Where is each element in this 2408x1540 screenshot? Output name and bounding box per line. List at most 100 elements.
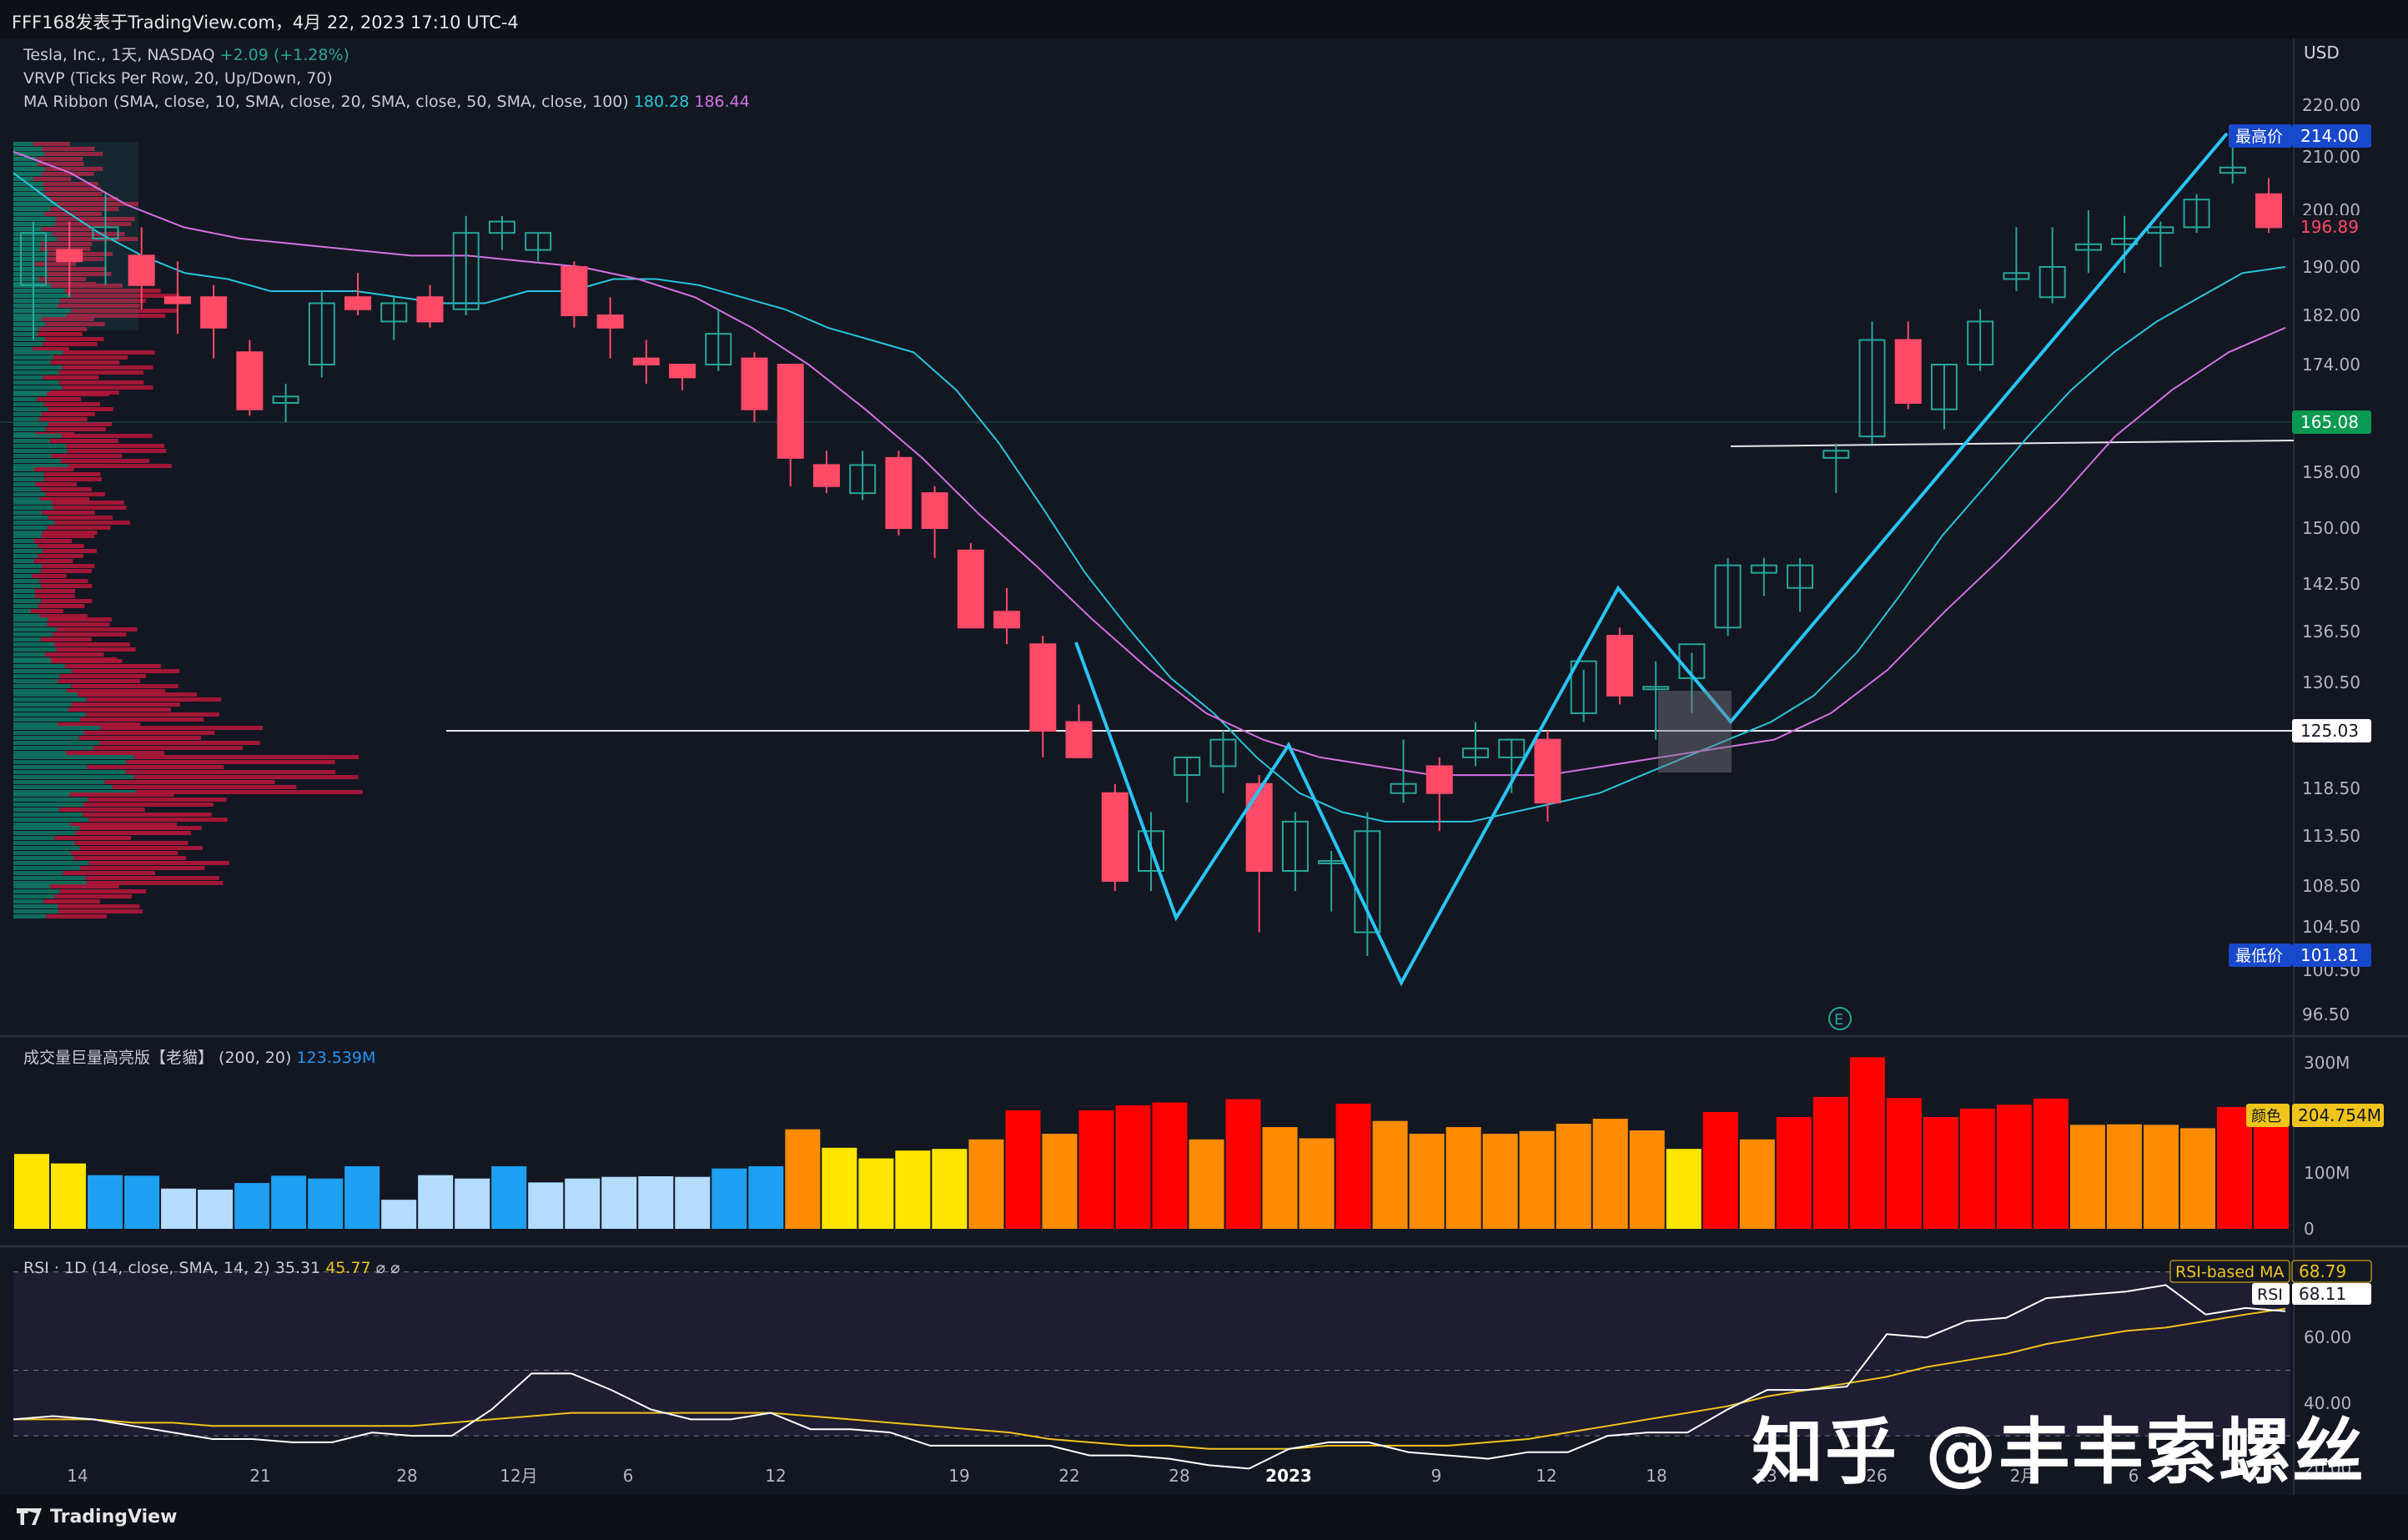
volume-profile-up	[13, 142, 33, 146]
volume-profile-up	[13, 559, 34, 563]
legend-ma-ribbon[interactable]: MA Ribbon (SMA, close, 10, SMA, close, 2…	[23, 90, 750, 113]
volume-bar	[2033, 1098, 2069, 1229]
volume-bar	[785, 1129, 821, 1229]
volume-bar	[2216, 1106, 2252, 1229]
legend-vrvp[interactable]: VRVP (Ticks Per Row, 20, Up/Down, 70)	[23, 69, 333, 88]
volume-profile-down	[42, 564, 95, 568]
volume-profile-down	[88, 818, 228, 822]
time-tick-label: 21	[249, 1466, 270, 1486]
candle-body	[380, 302, 408, 323]
volume-bar	[1739, 1139, 1775, 1229]
volume-profile-down	[37, 397, 82, 401]
volume-profile-down	[38, 544, 84, 548]
volume-profile-up	[13, 531, 43, 535]
volume-profile-down	[33, 142, 70, 146]
volume-bar	[968, 1139, 1004, 1229]
volume-profile-up	[13, 497, 40, 501]
volume-profile-down	[61, 459, 150, 463]
volume-profile-up	[13, 147, 43, 151]
candle-body	[1174, 756, 1201, 777]
volume-profile-up	[13, 347, 33, 351]
rsi-ma-value-bg	[2291, 1260, 2372, 1283]
volume-profile-down	[51, 454, 123, 458]
volume-profile-up	[13, 808, 60, 812]
legend-symbol[interactable]: Tesla, Inc., 1天, NASDAQ +2.09 (+1.28%)	[23, 43, 750, 67]
volume-profile-up	[13, 871, 63, 875]
price-tick-label: 96.50	[2302, 1004, 2350, 1024]
volume-profile-down	[86, 697, 222, 702]
volume-bar	[1776, 1117, 1812, 1229]
volume-profile-up	[13, 464, 69, 468]
volume-profile-up	[13, 157, 38, 161]
volume-profile-down	[71, 669, 180, 673]
candle-body	[741, 357, 768, 410]
volume-profile-up	[13, 803, 83, 807]
volume-bar	[1923, 1117, 1958, 1229]
volume-profile-down	[66, 444, 165, 448]
volume-profile-down	[59, 674, 146, 678]
volume-profile-down	[62, 385, 153, 390]
volume-profile-up	[13, 337, 46, 341]
volume-bar	[1372, 1120, 1408, 1229]
volume-bar	[2253, 1113, 2289, 1229]
volume-profile-down	[74, 841, 189, 845]
volume-profile-up	[13, 202, 58, 206]
volume-bar	[2179, 1128, 2215, 1229]
volume-profile-up	[13, 342, 43, 346]
volume-profile-up	[13, 594, 35, 598]
volume-profile-down	[59, 889, 147, 893]
volume-profile-up	[13, 197, 51, 201]
volume-profile-up	[13, 861, 89, 865]
candle-body	[1606, 635, 1633, 697]
rsi-value: 35.31	[274, 1259, 321, 1277]
volume-profile-down	[54, 836, 131, 840]
volume-bar	[1299, 1138, 1335, 1229]
volume-profile-up	[13, 889, 60, 893]
volume-profile-up	[13, 412, 43, 416]
rsi-label: RSI · 1D (14, close, SMA, 14, 2)	[23, 1259, 270, 1277]
candle-body	[2219, 166, 2246, 174]
earnings-label: E	[1834, 1011, 1843, 1029]
volume-profile-up	[13, 187, 44, 191]
volume-profile-down	[40, 637, 92, 642]
price-tick-label: 136.50	[2302, 622, 2360, 642]
time-tick-label: 12	[1536, 1466, 1556, 1486]
tradingview-logo[interactable]: TradingView	[17, 1507, 177, 1527]
volume-profile-up	[13, 192, 45, 196]
volume-profile-down	[54, 222, 132, 226]
volume-profile-up	[13, 177, 34, 181]
volume-profile-down	[58, 304, 140, 308]
volume-profile-up	[13, 909, 59, 913]
volume-profile-down	[85, 876, 219, 880]
volume-bar	[491, 1165, 527, 1229]
time-tick-label: 28	[1169, 1466, 1189, 1486]
volume-profile-up	[13, 370, 59, 375]
volume-profile-up	[13, 332, 38, 336]
volume-profile-down	[38, 554, 83, 558]
volume-profile-up	[13, 380, 59, 385]
level-165-tag: 165.08	[2300, 412, 2359, 432]
candle-body	[1462, 747, 1490, 758]
volume-profile-up	[13, 866, 81, 870]
volume-profile-up	[13, 884, 51, 888]
price-tick-label: 108.50	[2302, 876, 2360, 896]
volume-profile-up	[13, 317, 42, 321]
volume-profile-down	[45, 337, 104, 341]
legend-rsi[interactable]: RSI · 1D (14, close, SMA, 14, 2) 35.31 4…	[23, 1256, 400, 1280]
rsi-tag: RSI	[2257, 1286, 2283, 1304]
volume-profile-down	[104, 780, 275, 784]
candle-body	[1930, 364, 1958, 410]
volume-bar	[1225, 1099, 1261, 1229]
volume-profile-down	[69, 793, 174, 797]
volume-bar	[344, 1165, 380, 1229]
volume-profile-up	[13, 914, 47, 918]
volume-profile-up	[13, 569, 41, 573]
volume-profile-down	[50, 207, 119, 211]
legend-volume[interactable]: 成交量巨量高亮版【老貓】 (200, 20) 123.539M	[23, 1046, 375, 1069]
candle-body	[2003, 272, 2030, 280]
candle-body	[1101, 792, 1129, 883]
level-165-tag-bg	[2292, 410, 2371, 434]
volume-profile-up	[13, 444, 67, 448]
volume-profile-down	[33, 559, 73, 563]
